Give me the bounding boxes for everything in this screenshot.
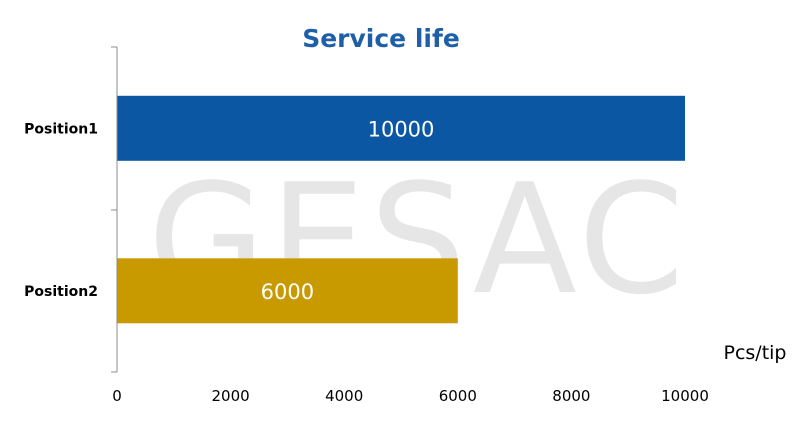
x-tick-labels: 0 2000 4000 6000 8000 10000 bbox=[112, 387, 709, 405]
bar-value-label-1: 10000 bbox=[368, 117, 435, 141]
x-tick-label-4: 8000 bbox=[552, 387, 590, 405]
bar-2 bbox=[117, 258, 458, 324]
chart-title: Service life bbox=[302, 24, 460, 53]
category-label-2: Position2 bbox=[24, 284, 98, 300]
x-tick-label-3: 6000 bbox=[439, 387, 477, 405]
category-label-1: Position1 bbox=[24, 121, 98, 137]
x-tick-label-1: 2000 bbox=[212, 387, 250, 405]
x-tick-label-0: 0 bbox=[112, 387, 122, 405]
x-tick-label-5: 10000 bbox=[661, 387, 709, 405]
unit-label: Pcs/tip bbox=[724, 342, 787, 364]
category-labels: Position1 Position2 bbox=[24, 121, 98, 299]
bar-1 bbox=[117, 95, 685, 161]
x-tick-label-2: 4000 bbox=[325, 387, 363, 405]
bars-layer: 10000 6000 bbox=[117, 95, 685, 324]
bar-value-label-2: 6000 bbox=[261, 280, 314, 304]
